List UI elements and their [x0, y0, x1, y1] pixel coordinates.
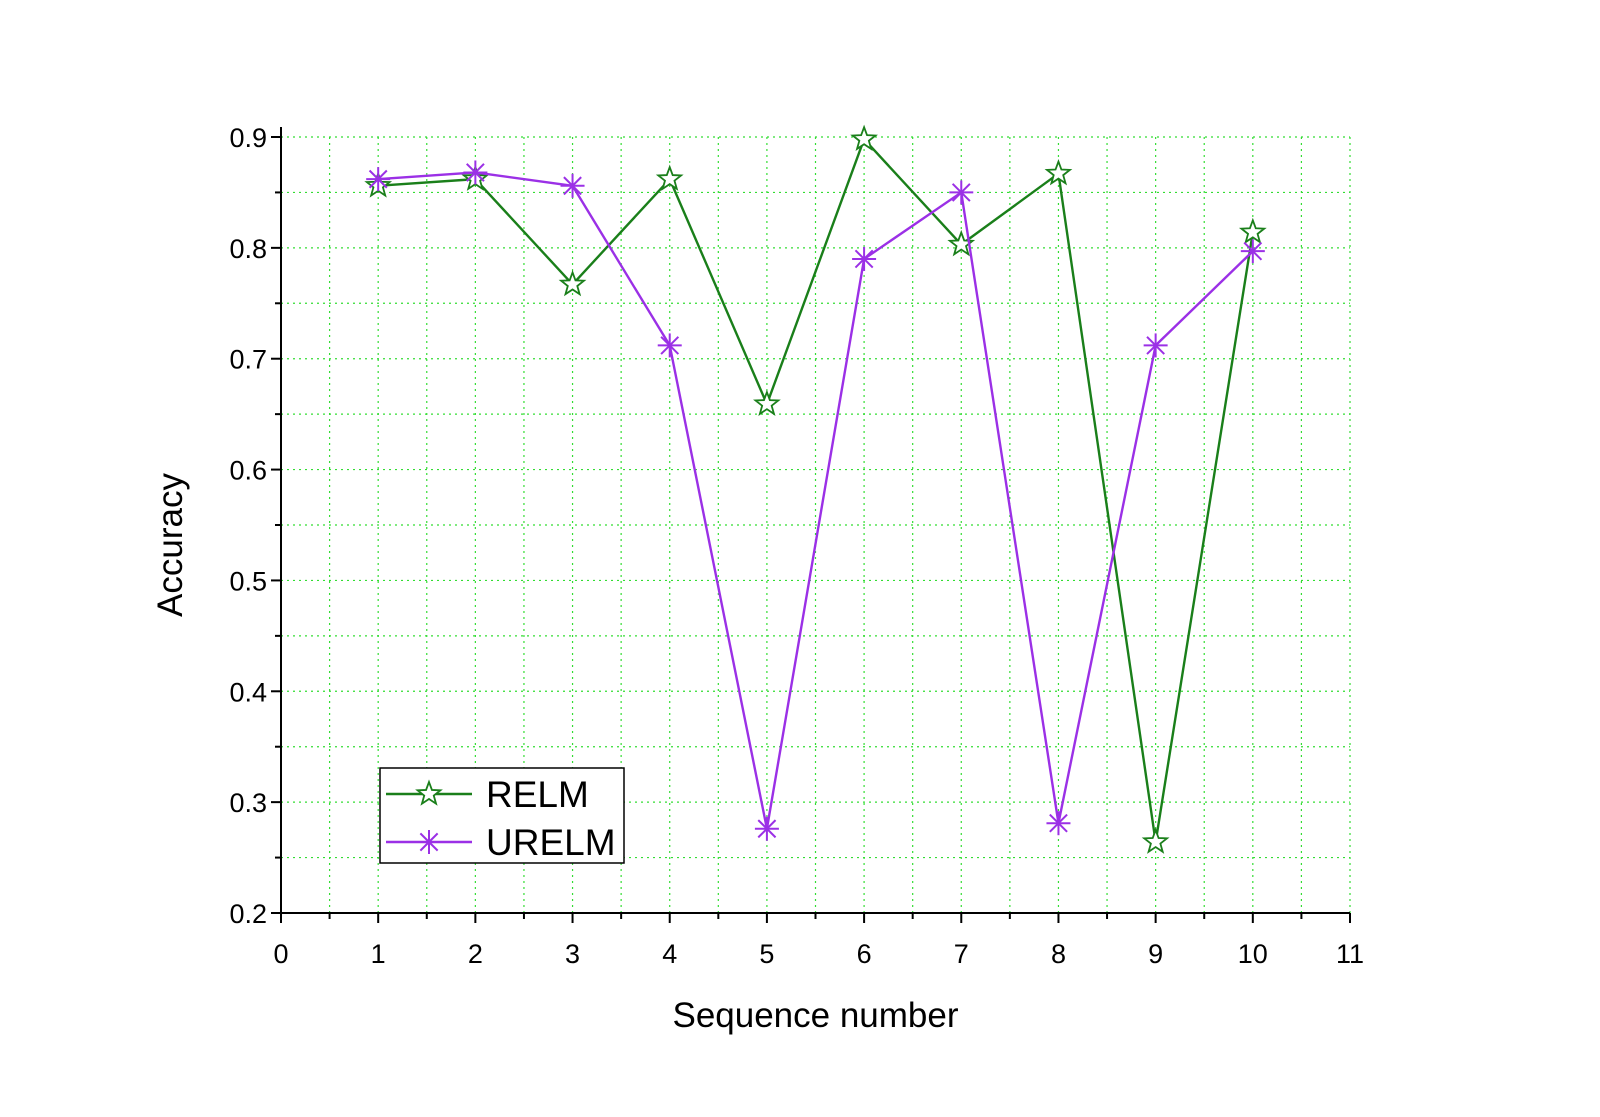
grid [281, 136, 1351, 913]
y-tick-label: 0.7 [229, 345, 267, 375]
series-line-urelm [378, 171, 1254, 830]
data-point-relm [850, 124, 878, 152]
legend-box [379, 767, 625, 864]
x-axis-title: Sequence number [672, 996, 958, 1035]
series-layer [364, 124, 1267, 854]
y-tick-label: 0.6 [229, 456, 267, 486]
x-tick-label: 0 [273, 939, 288, 969]
x-tick-label: 2 [468, 939, 483, 969]
legend-marker-relm [415, 779, 443, 806]
legend-marker-urelm [417, 830, 441, 854]
legend-label-urelm: URELM [486, 822, 616, 863]
data-point-relm [1238, 217, 1267, 245]
y-tick-label: 0.8 [229, 234, 267, 264]
data-point-urelm [366, 167, 391, 192]
x-tick-label: 1 [371, 939, 386, 969]
data-point-relm [753, 389, 781, 416]
data-point-relm [655, 164, 684, 191]
legend-label-relm: RELM [486, 774, 589, 815]
x-tick-label: 3 [565, 939, 580, 969]
y-axis-title: Accuracy [151, 473, 190, 617]
data-point-urelm [754, 816, 779, 841]
x-tick-label: 4 [662, 939, 677, 969]
x-tick-label: 7 [954, 939, 969, 969]
y-tick-label: 0.9 [229, 123, 267, 153]
data-point-urelm [949, 180, 974, 205]
data-point-urelm [852, 246, 877, 271]
data-point-urelm [560, 173, 585, 198]
data-point-urelm [463, 160, 488, 185]
data-point-urelm [1046, 811, 1071, 836]
x-tick-label: 10 [1238, 939, 1268, 969]
axes: 0 1 2 3 4 5 6 7 8 9 10 11 0.2 0.3 0.4 0.5 0.6 0.7 0.8 0.9 [229, 123, 1364, 969]
data-point-urelm [1240, 239, 1265, 264]
legend: RELM URELM [379, 767, 625, 864]
x-tick-label: 8 [1051, 939, 1066, 969]
x-tick-label: 11 [1336, 939, 1364, 969]
series-line-relm [378, 138, 1255, 844]
y-tick-label: 0.2 [229, 899, 267, 929]
data-point-relm [1141, 827, 1170, 854]
y-tick-label: 0.5 [229, 566, 267, 596]
x-tick-label: 9 [1148, 939, 1163, 969]
y-tick-label: 0.3 [229, 788, 267, 818]
y-tick-label: 0.4 [229, 677, 267, 707]
data-point-urelm [1143, 333, 1168, 358]
data-point-relm [558, 269, 587, 297]
x-tick-label: 6 [857, 939, 872, 969]
data-point-urelm [657, 333, 682, 358]
data-point-relm [1044, 158, 1073, 186]
x-tick-label: 5 [759, 939, 774, 969]
